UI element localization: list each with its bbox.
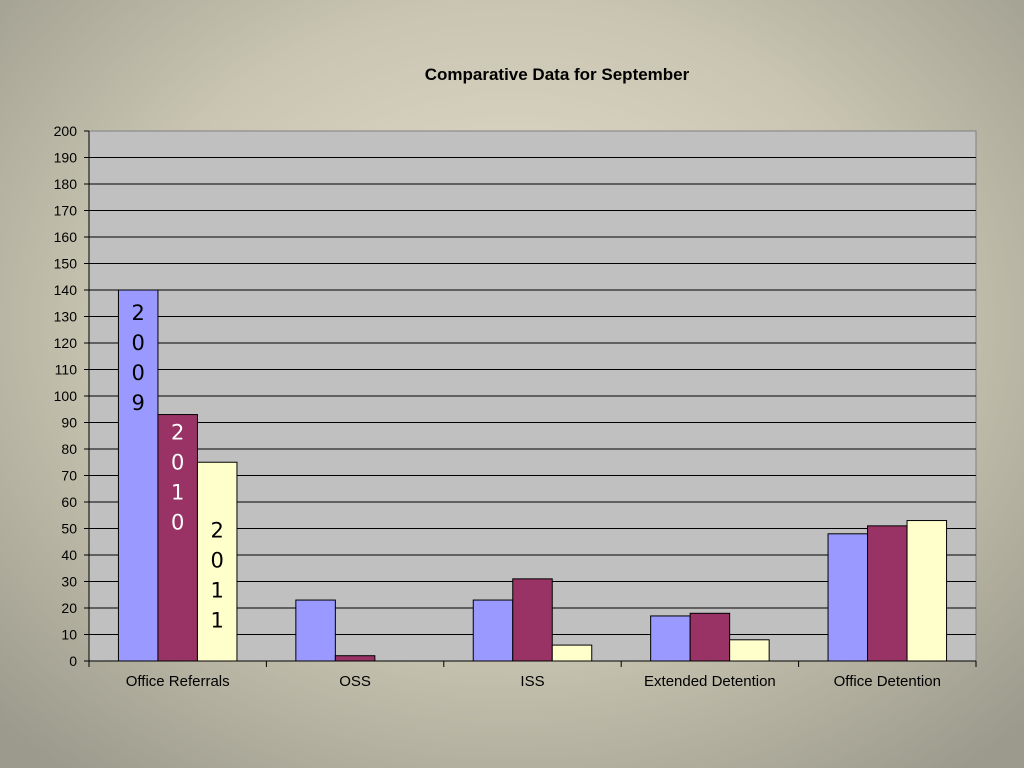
- y-tick-label: 150: [54, 256, 78, 272]
- bar-2011: [729, 639, 770, 662]
- y-tick-label: 50: [61, 521, 77, 537]
- y-tick-label: 130: [54, 309, 78, 325]
- x-tick-label: Office Referrals: [126, 673, 230, 690]
- bar-2010: [867, 525, 908, 662]
- bar-2010: [512, 578, 553, 662]
- x-tick-label: ISS: [520, 673, 544, 690]
- bar-2011: [551, 644, 593, 662]
- bar-2009: [650, 615, 691, 662]
- series-label-char: 1: [211, 608, 224, 632]
- y-tick-label: 100: [54, 388, 78, 404]
- y-tick-label: 30: [61, 574, 77, 590]
- y-tick-label: 20: [61, 600, 77, 616]
- y-tick-label: 120: [54, 335, 78, 351]
- bars: [117, 289, 948, 662]
- y-tick-label: 190: [54, 150, 78, 166]
- series-label-char: 0: [171, 451, 184, 475]
- bar-2010: [334, 655, 376, 662]
- y-tick-label: 70: [61, 468, 77, 484]
- y-tick-label: 80: [61, 441, 77, 457]
- series-label-char: 1: [211, 578, 224, 602]
- series-label-char: 2: [132, 301, 145, 325]
- bar-2009: [827, 533, 869, 662]
- chart-title: Comparative Data for September: [425, 65, 690, 84]
- series-label-char: 0: [132, 331, 145, 355]
- y-tick-label: 60: [61, 494, 77, 510]
- y-tick-label: 180: [54, 176, 78, 192]
- x-tick-label: OSS: [339, 673, 371, 690]
- series-label-char: 2: [171, 421, 184, 445]
- bar-2009: [472, 599, 514, 662]
- series-label-char: 0: [211, 548, 224, 572]
- bar-2011: [196, 461, 238, 662]
- x-tick-label: Extended Detention: [644, 673, 776, 690]
- y-tick-label: 40: [61, 547, 77, 563]
- y-tick-label: 170: [54, 203, 78, 219]
- y-tick-label: 0: [69, 653, 77, 669]
- bar-2009: [295, 599, 336, 662]
- y-tick-label: 200: [54, 123, 78, 139]
- series-label-char: 2: [211, 518, 224, 542]
- series-label-char: 9: [132, 391, 145, 415]
- bar-2010: [689, 612, 731, 662]
- x-tick-label: Office Detention: [834, 673, 941, 690]
- bar-2009: [117, 289, 159, 662]
- bar-2011: [906, 520, 948, 662]
- y-tick-label: 160: [54, 229, 78, 245]
- series-label-char: 0: [132, 361, 145, 385]
- y-tick-label: 110: [55, 362, 78, 378]
- y-tick-label: 140: [54, 282, 78, 298]
- y-tick-label: 90: [61, 415, 77, 431]
- series-label-char: 1: [171, 481, 184, 505]
- series-label-char: 0: [171, 511, 184, 535]
- y-tick-label: 10: [61, 627, 77, 643]
